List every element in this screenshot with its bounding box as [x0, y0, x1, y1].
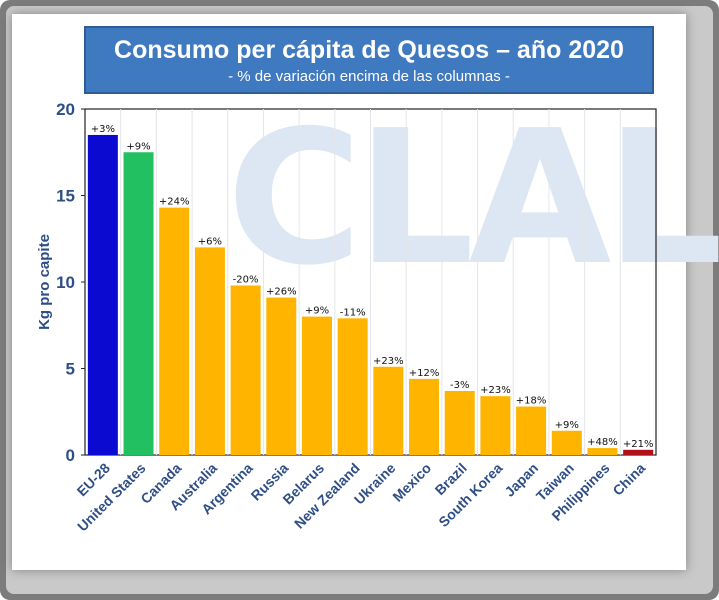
y-axis-title: Kg pro capite — [36, 234, 53, 330]
bar — [230, 285, 261, 455]
watermark-clal: CLAL — [227, 90, 719, 306]
bar-value-label: +26% — [266, 287, 297, 298]
bar — [444, 390, 475, 455]
bar-value-label: +21% — [623, 439, 654, 450]
bar — [516, 406, 547, 455]
bar — [266, 297, 297, 455]
bar — [301, 316, 332, 455]
y-tick-label: 10 — [56, 273, 75, 292]
x-tick-label: Mexico — [389, 460, 434, 505]
bar-value-label: +3% — [91, 124, 115, 135]
bar — [194, 247, 225, 455]
chart-subtitle: - % de variación encima de las columnas … — [228, 68, 510, 85]
bar-value-label: -11% — [340, 307, 366, 318]
y-tick-label: 20 — [56, 100, 75, 119]
bar — [373, 366, 404, 455]
bar-value-label: +12% — [409, 368, 440, 379]
bar-value-label: +48% — [587, 437, 618, 448]
bar — [87, 134, 118, 455]
bar — [480, 396, 511, 455]
bar-value-label: +23% — [480, 385, 511, 396]
bar-value-label: +24% — [159, 197, 190, 208]
bar-value-label: +23% — [373, 356, 404, 367]
bar — [123, 152, 154, 455]
y-tick-label: 15 — [56, 187, 75, 206]
chart-title-box: Consumo per cápita de Quesos – año 2020 … — [84, 26, 654, 94]
chart-title: Consumo per cápita de Quesos – año 2020 — [114, 36, 624, 64]
bar-value-label: +9% — [126, 141, 150, 152]
bar — [551, 430, 582, 455]
bar-value-label: -20% — [233, 274, 259, 285]
bar-value-label: +9% — [555, 420, 579, 431]
y-tick-label: 5 — [66, 360, 75, 379]
bar — [587, 448, 618, 455]
bar-value-label: -3% — [450, 380, 469, 391]
bar-value-label: +18% — [516, 396, 547, 407]
x-tick-label: China — [609, 460, 648, 499]
bar — [409, 378, 440, 455]
bar — [337, 318, 368, 455]
bar — [159, 207, 190, 455]
y-tick-label: 0 — [66, 446, 75, 465]
bar — [623, 449, 654, 455]
bar-value-label: +6% — [198, 236, 222, 247]
bar-value-label: +9% — [305, 306, 329, 317]
